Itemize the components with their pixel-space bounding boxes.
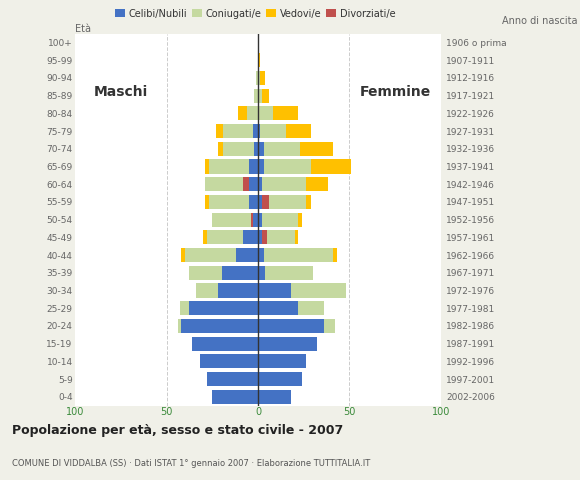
Bar [177,319,182,333]
Bar [258,336,317,351]
Bar [253,213,258,227]
Bar [273,106,298,120]
Bar [262,230,295,244]
Bar [260,71,266,85]
Text: Età: Età [75,24,92,34]
Bar [223,124,253,138]
Bar [262,195,269,209]
Bar [258,372,302,386]
Bar [306,177,328,191]
Bar [205,177,249,191]
Bar [258,265,266,280]
Bar [258,354,306,369]
Bar [182,319,258,333]
Bar [244,230,258,244]
Bar [263,142,300,156]
Bar [258,248,263,262]
Bar [255,88,258,103]
Bar [180,301,189,315]
Text: Popolazione per età, sesso e stato civile - 2007: Popolazione per età, sesso e stato civil… [12,424,343,437]
Bar [263,159,311,174]
Bar [200,354,258,369]
Bar [253,124,258,138]
Bar [258,159,263,174]
Bar [244,177,249,191]
Bar [333,248,336,262]
Bar [238,106,247,120]
Bar [258,88,262,103]
Bar [258,213,262,227]
Bar [188,301,258,315]
Bar [311,159,351,174]
Bar [260,124,285,138]
Bar [251,213,253,227]
Bar [295,230,298,244]
Bar [207,372,258,386]
Bar [258,142,263,156]
Bar [298,301,324,315]
Bar [285,124,311,138]
Bar [193,336,258,351]
Bar [218,283,258,298]
Bar [262,213,298,227]
Bar [247,106,258,120]
Bar [222,265,258,280]
Bar [209,159,249,174]
Bar [209,195,249,209]
Bar [266,265,313,280]
Bar [204,230,207,244]
Bar [291,283,346,298]
Text: COMUNE DI VIDDALBA (SS) · Dati ISTAT 1° gennaio 2007 · Elaborazione TUTTITALIA.I: COMUNE DI VIDDALBA (SS) · Dati ISTAT 1° … [12,458,370,468]
Bar [298,213,302,227]
Bar [212,390,258,404]
Bar [205,195,209,209]
Bar [212,213,253,227]
Bar [300,142,333,156]
Bar [207,230,244,244]
Bar [258,390,291,404]
Bar [205,159,209,174]
Bar [256,71,258,85]
Bar [306,195,311,209]
Text: Anno di nascita: Anno di nascita [502,16,577,26]
Bar [236,248,258,262]
Bar [258,53,260,67]
Bar [185,248,236,262]
Bar [258,71,260,85]
Bar [258,195,262,209]
Bar [196,283,218,298]
Bar [262,177,306,191]
Bar [258,124,260,138]
Bar [255,142,258,156]
Bar [216,124,223,138]
Bar [262,195,306,209]
Bar [263,248,333,262]
Legend: Celibi/Nubili, Coniugati/e, Vedovi/e, Divorziati/e: Celibi/Nubili, Coniugati/e, Vedovi/e, Di… [111,5,400,23]
Text: Femmine: Femmine [360,84,431,99]
Bar [223,142,255,156]
Bar [258,319,324,333]
Bar [262,230,267,244]
Bar [188,265,222,280]
Bar [258,106,273,120]
Bar [249,177,258,191]
Bar [258,230,262,244]
Bar [249,159,258,174]
Bar [258,177,262,191]
Bar [218,142,223,156]
Bar [182,248,185,262]
Bar [258,301,298,315]
Text: Maschi: Maschi [94,84,148,99]
Bar [324,319,335,333]
Bar [249,195,258,209]
Bar [258,283,291,298]
Bar [262,88,269,103]
